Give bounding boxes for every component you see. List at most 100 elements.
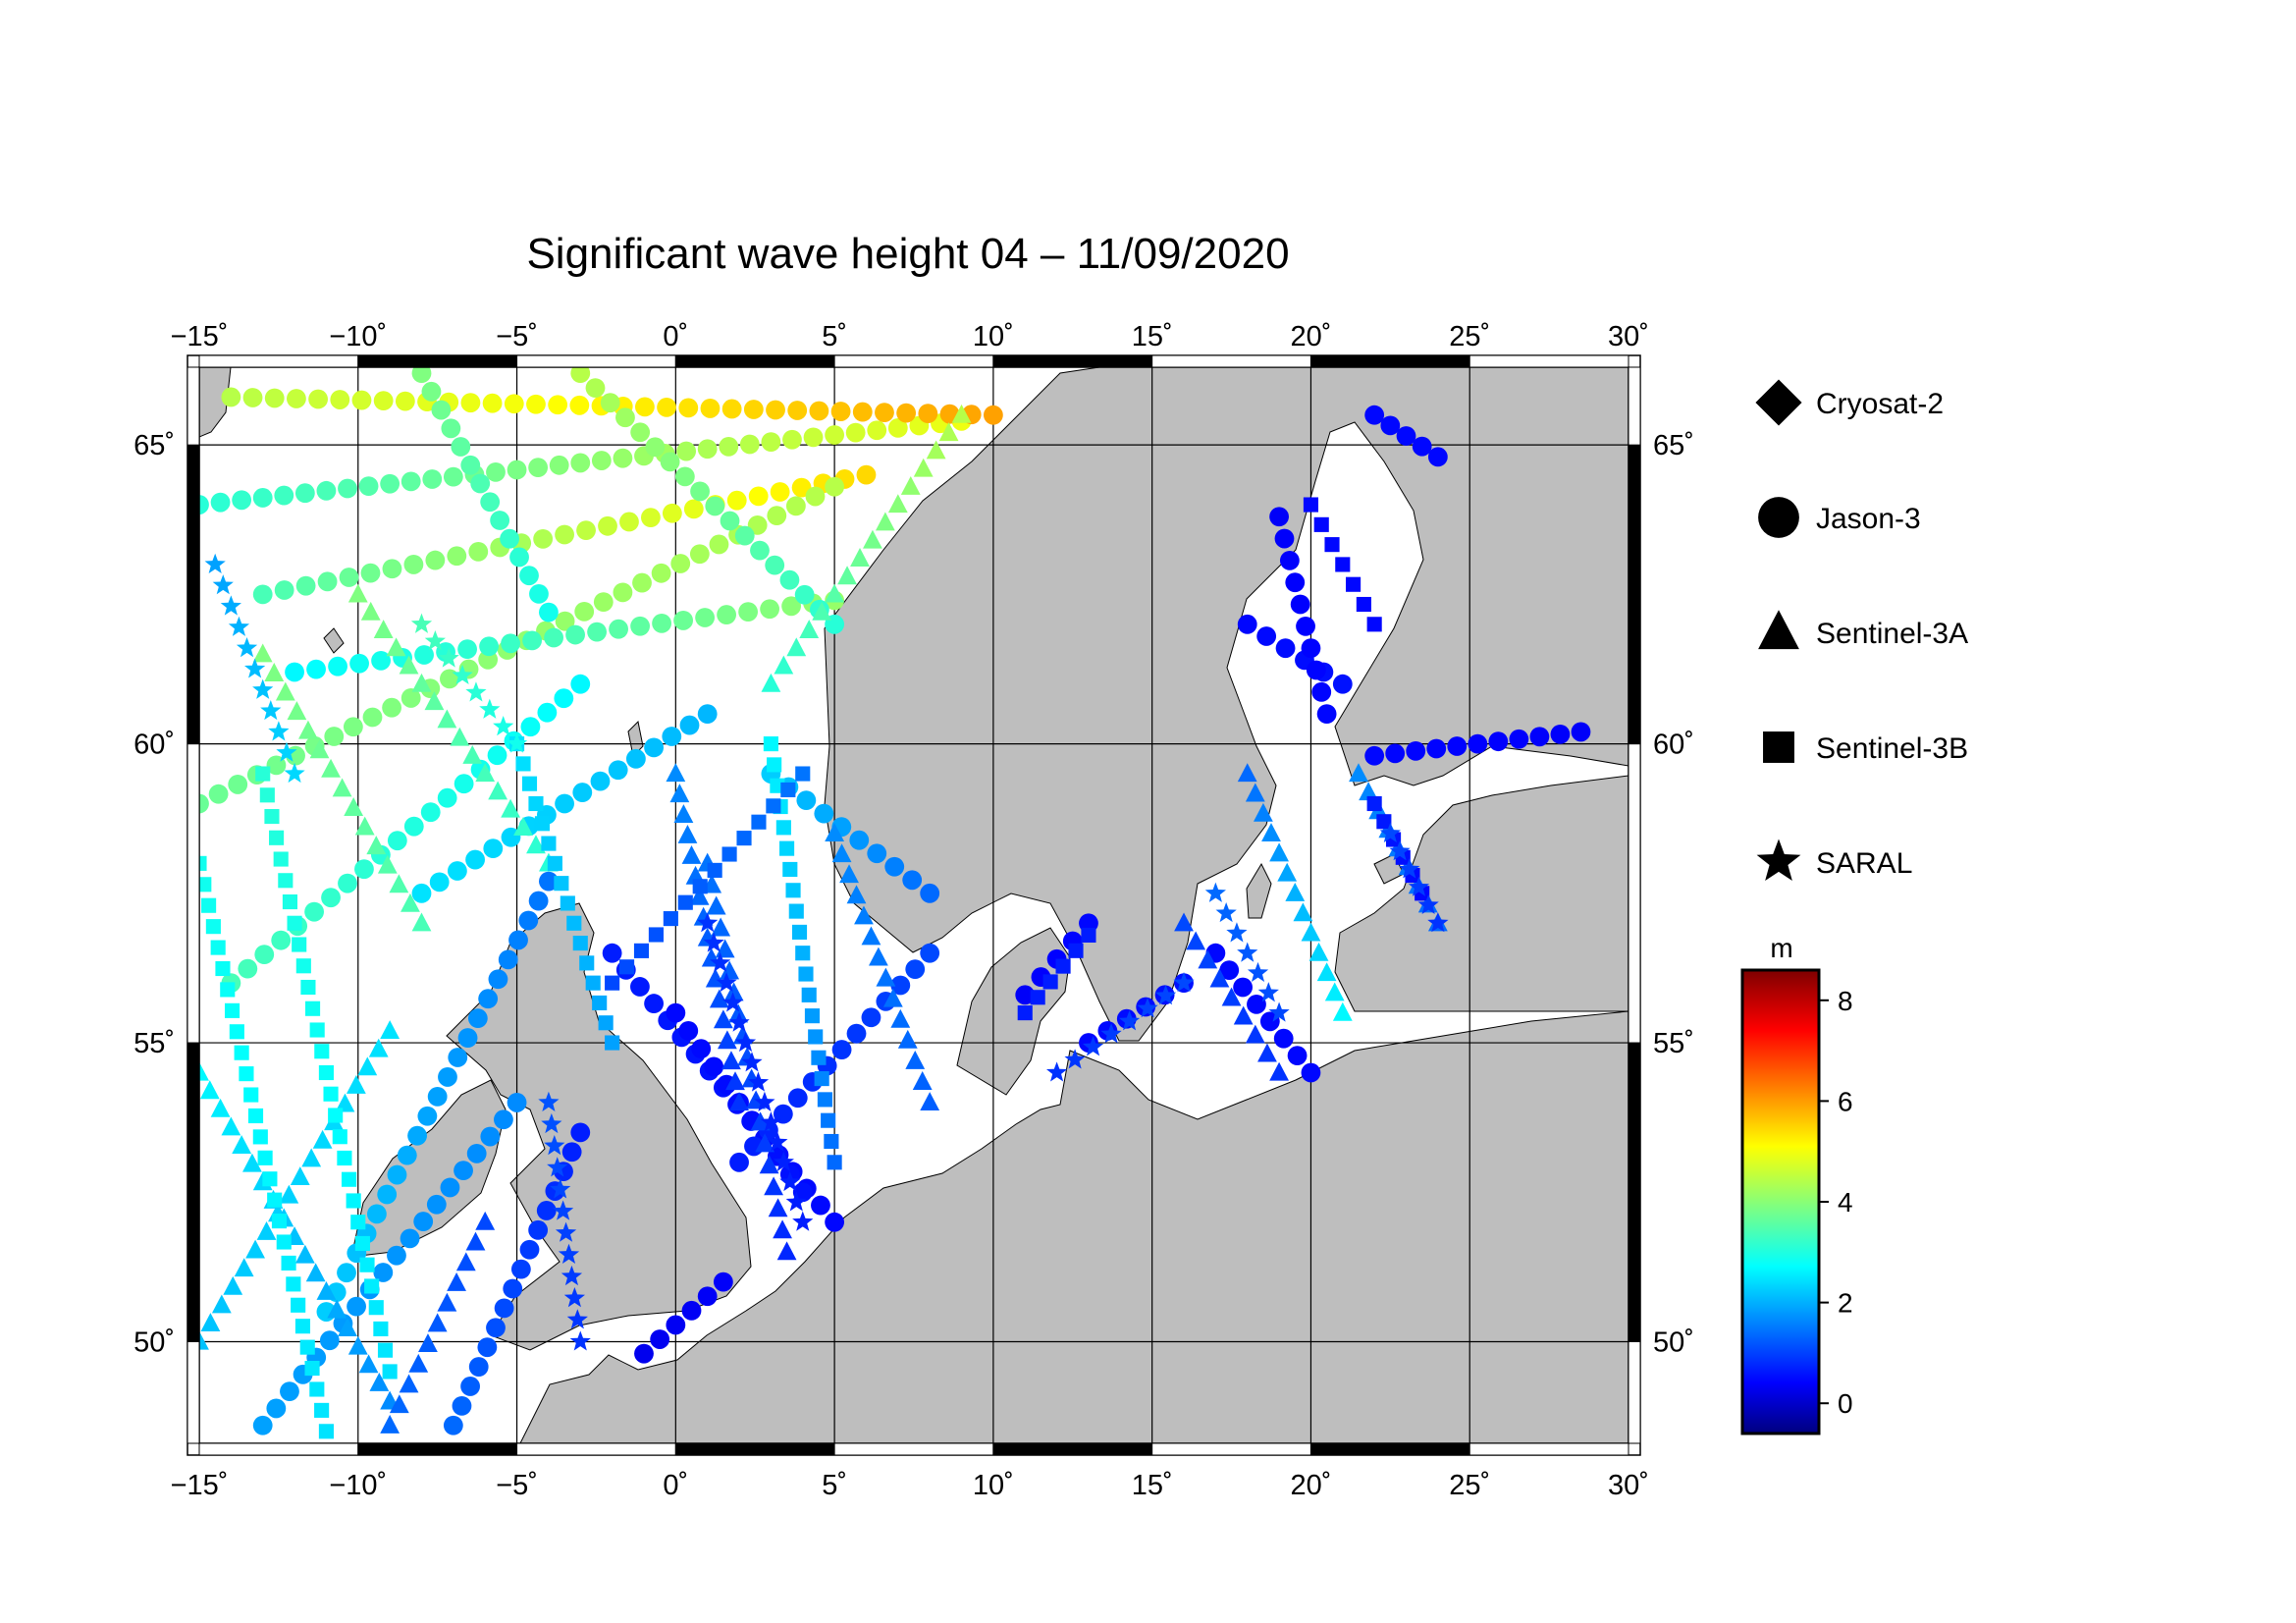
circle-observation-marker [591, 451, 612, 470]
triangle-observation-marker [1293, 902, 1313, 922]
circle-observation-marker [528, 458, 549, 478]
circle-observation-marker [825, 476, 845, 497]
circle-observation-marker [721, 399, 742, 419]
colorbar-unit: m [1770, 933, 1792, 963]
square-observation-marker [267, 1192, 283, 1208]
circle-observation-marker [576, 520, 596, 541]
square-observation-marker [692, 879, 708, 894]
circle-observation-marker [814, 803, 834, 824]
circle-observation-marker [460, 455, 481, 475]
circle-observation-marker [351, 390, 372, 410]
triangle-observation-marker [926, 440, 946, 460]
circle-observation-marker [285, 662, 304, 682]
triangle-observation-marker [369, 1372, 390, 1391]
square-observation-marker [346, 1193, 361, 1209]
triangle-observation-marker [408, 1353, 429, 1373]
circle-observation-marker [536, 1201, 557, 1220]
circle-observation-marker [252, 584, 273, 605]
square-observation-marker [605, 975, 620, 991]
circle-observation-marker [199, 793, 209, 814]
triangle-legend-icon [1758, 610, 1799, 650]
circle-observation-marker [678, 1020, 699, 1041]
square-observation-marker [1081, 927, 1096, 944]
circle-observation-marker [651, 563, 671, 583]
triangle-observation-marker [1245, 783, 1265, 802]
triangle-observation-marker [418, 1333, 438, 1353]
triangle-observation-marker [720, 960, 740, 980]
circle-observation-marker [429, 872, 450, 893]
triangle-observation-marker [199, 1061, 209, 1081]
square-observation-marker [767, 757, 782, 773]
circle-observation-marker [625, 748, 646, 769]
square-observation-marker [199, 855, 207, 871]
circle-observation-marker [852, 402, 873, 422]
triangle-observation-marker [711, 917, 731, 937]
circle-observation-marker [1015, 985, 1036, 1005]
lon-tick-label-bottom: 25˚ [1449, 1470, 1490, 1501]
triangle-observation-marker [373, 620, 394, 639]
circle-observation-marker [208, 784, 229, 804]
square-observation-marker [318, 1064, 334, 1081]
triangle-observation-marker [1186, 931, 1206, 950]
square-observation-marker [1324, 537, 1340, 553]
lon-tick-label-top: −15˚ [171, 321, 229, 352]
triangle-observation-marker [887, 494, 908, 514]
circle-observation-marker [466, 1143, 487, 1163]
lon-tick-label-bottom: 10˚ [973, 1470, 1014, 1501]
circle-observation-marker [630, 616, 650, 636]
circle-observation-marker [673, 611, 693, 630]
triangle-observation-marker [776, 1241, 797, 1261]
circle-observation-marker [750, 540, 770, 561]
circle-observation-marker [382, 697, 401, 718]
triangle-observation-marker [399, 1374, 419, 1393]
circle-observation-marker [308, 389, 329, 409]
star-observation-marker [276, 741, 297, 762]
circle-observation-marker [666, 1002, 686, 1023]
circle-observation-marker [252, 488, 273, 508]
star-observation-marker [1399, 858, 1420, 879]
legend-label: Jason-3 [1816, 503, 1921, 535]
circle-observation-marker [689, 544, 710, 565]
triangle-observation-marker [380, 1020, 400, 1039]
circle-observation-marker [328, 656, 347, 676]
circle-observation-marker [452, 1395, 472, 1416]
triangle-observation-marker [1301, 922, 1321, 942]
frame-bar-top [1151, 354, 1311, 368]
circle-observation-marker [615, 407, 635, 428]
square-observation-marker [598, 1015, 614, 1031]
triangle-observation-marker [1257, 1043, 1277, 1062]
lat-tick-label-right: 65˚ [1653, 430, 1694, 461]
circle-observation-marker [787, 1088, 808, 1109]
land-north-west [199, 367, 232, 438]
square-observation-marker [775, 820, 791, 836]
circle-observation-marker [271, 930, 292, 950]
triangle-observation-marker [728, 1003, 749, 1023]
star-observation-marker [538, 1091, 560, 1111]
diamond-legend-icon [1755, 379, 1802, 426]
star-observation-marker [555, 1221, 577, 1242]
circle-observation-marker [347, 1296, 366, 1317]
frame-bar-bottom [357, 1442, 518, 1456]
square-observation-marker [287, 915, 302, 931]
frame-bar-left [187, 1340, 200, 1444]
circle-observation-marker [1285, 572, 1306, 593]
circle-observation-marker [395, 391, 415, 411]
square-observation-marker [269, 830, 285, 845]
circle-observation-marker [896, 403, 917, 423]
circle-observation-marker [729, 1152, 749, 1172]
star-observation-marker [773, 1151, 794, 1171]
square-observation-marker [255, 766, 271, 782]
square-observation-marker [1030, 990, 1045, 1005]
triangle-observation-marker [755, 1133, 775, 1153]
frame-bar-bottom [516, 1442, 676, 1456]
lon-tick-label-bottom: 0˚ [663, 1470, 688, 1501]
square-observation-marker [229, 1024, 244, 1040]
colorbar-ticks: 0 2 4 6 8 [1819, 986, 1853, 1419]
circle-observation-marker [420, 802, 441, 823]
square-observation-marker [751, 814, 767, 830]
triangle-observation-marker [199, 1330, 209, 1350]
square-observation-marker [234, 1045, 249, 1060]
square-observation-marker [243, 1087, 259, 1103]
triangle-observation-marker [316, 1280, 337, 1300]
circle-observation-marker [679, 715, 700, 735]
